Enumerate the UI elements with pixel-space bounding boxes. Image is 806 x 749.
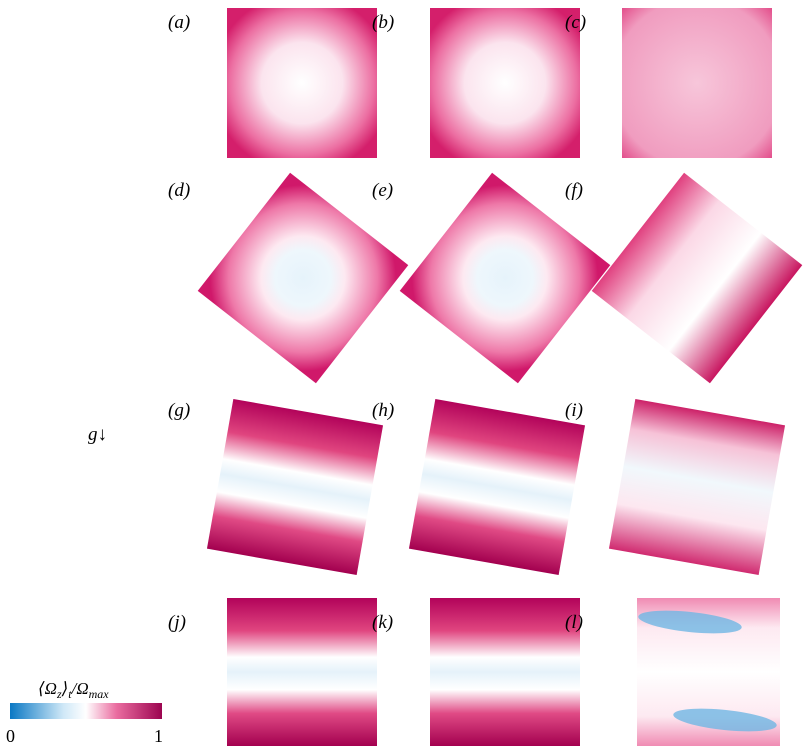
panel-map [430, 8, 580, 158]
panel-label: (l) [565, 612, 583, 633]
panel-label: (e) [372, 180, 393, 201]
panel-label: (i) [565, 400, 583, 421]
panel-map [206, 398, 384, 576]
panel-map [227, 8, 377, 158]
panel-map [591, 172, 803, 384]
panel-map [622, 8, 772, 158]
panel-map [197, 172, 409, 384]
panel-label: (k) [372, 612, 393, 633]
panel-label: (h) [372, 400, 394, 421]
panel-map [227, 598, 377, 746]
colorbar-tick: 0 [6, 726, 15, 746]
colorbar-tick: 1 [154, 726, 163, 746]
panel-label: (b) [372, 12, 394, 33]
panel-map [430, 598, 580, 746]
panel-label: (j) [168, 612, 186, 633]
panel-map [637, 598, 780, 746]
panel-label: (c) [565, 12, 586, 33]
colorbar [10, 703, 162, 719]
colorbar-label: ⟨Ωz⟩t/Ωmax [38, 679, 109, 701]
panel-map [608, 398, 786, 576]
panel-label: (f) [565, 180, 583, 201]
panel-label: (a) [168, 12, 190, 33]
gravity-label: g↓ [88, 424, 107, 445]
panel-map [399, 172, 611, 384]
panel-label: (d) [168, 180, 190, 201]
panel-label: (g) [168, 400, 190, 421]
panel-map [408, 398, 586, 576]
